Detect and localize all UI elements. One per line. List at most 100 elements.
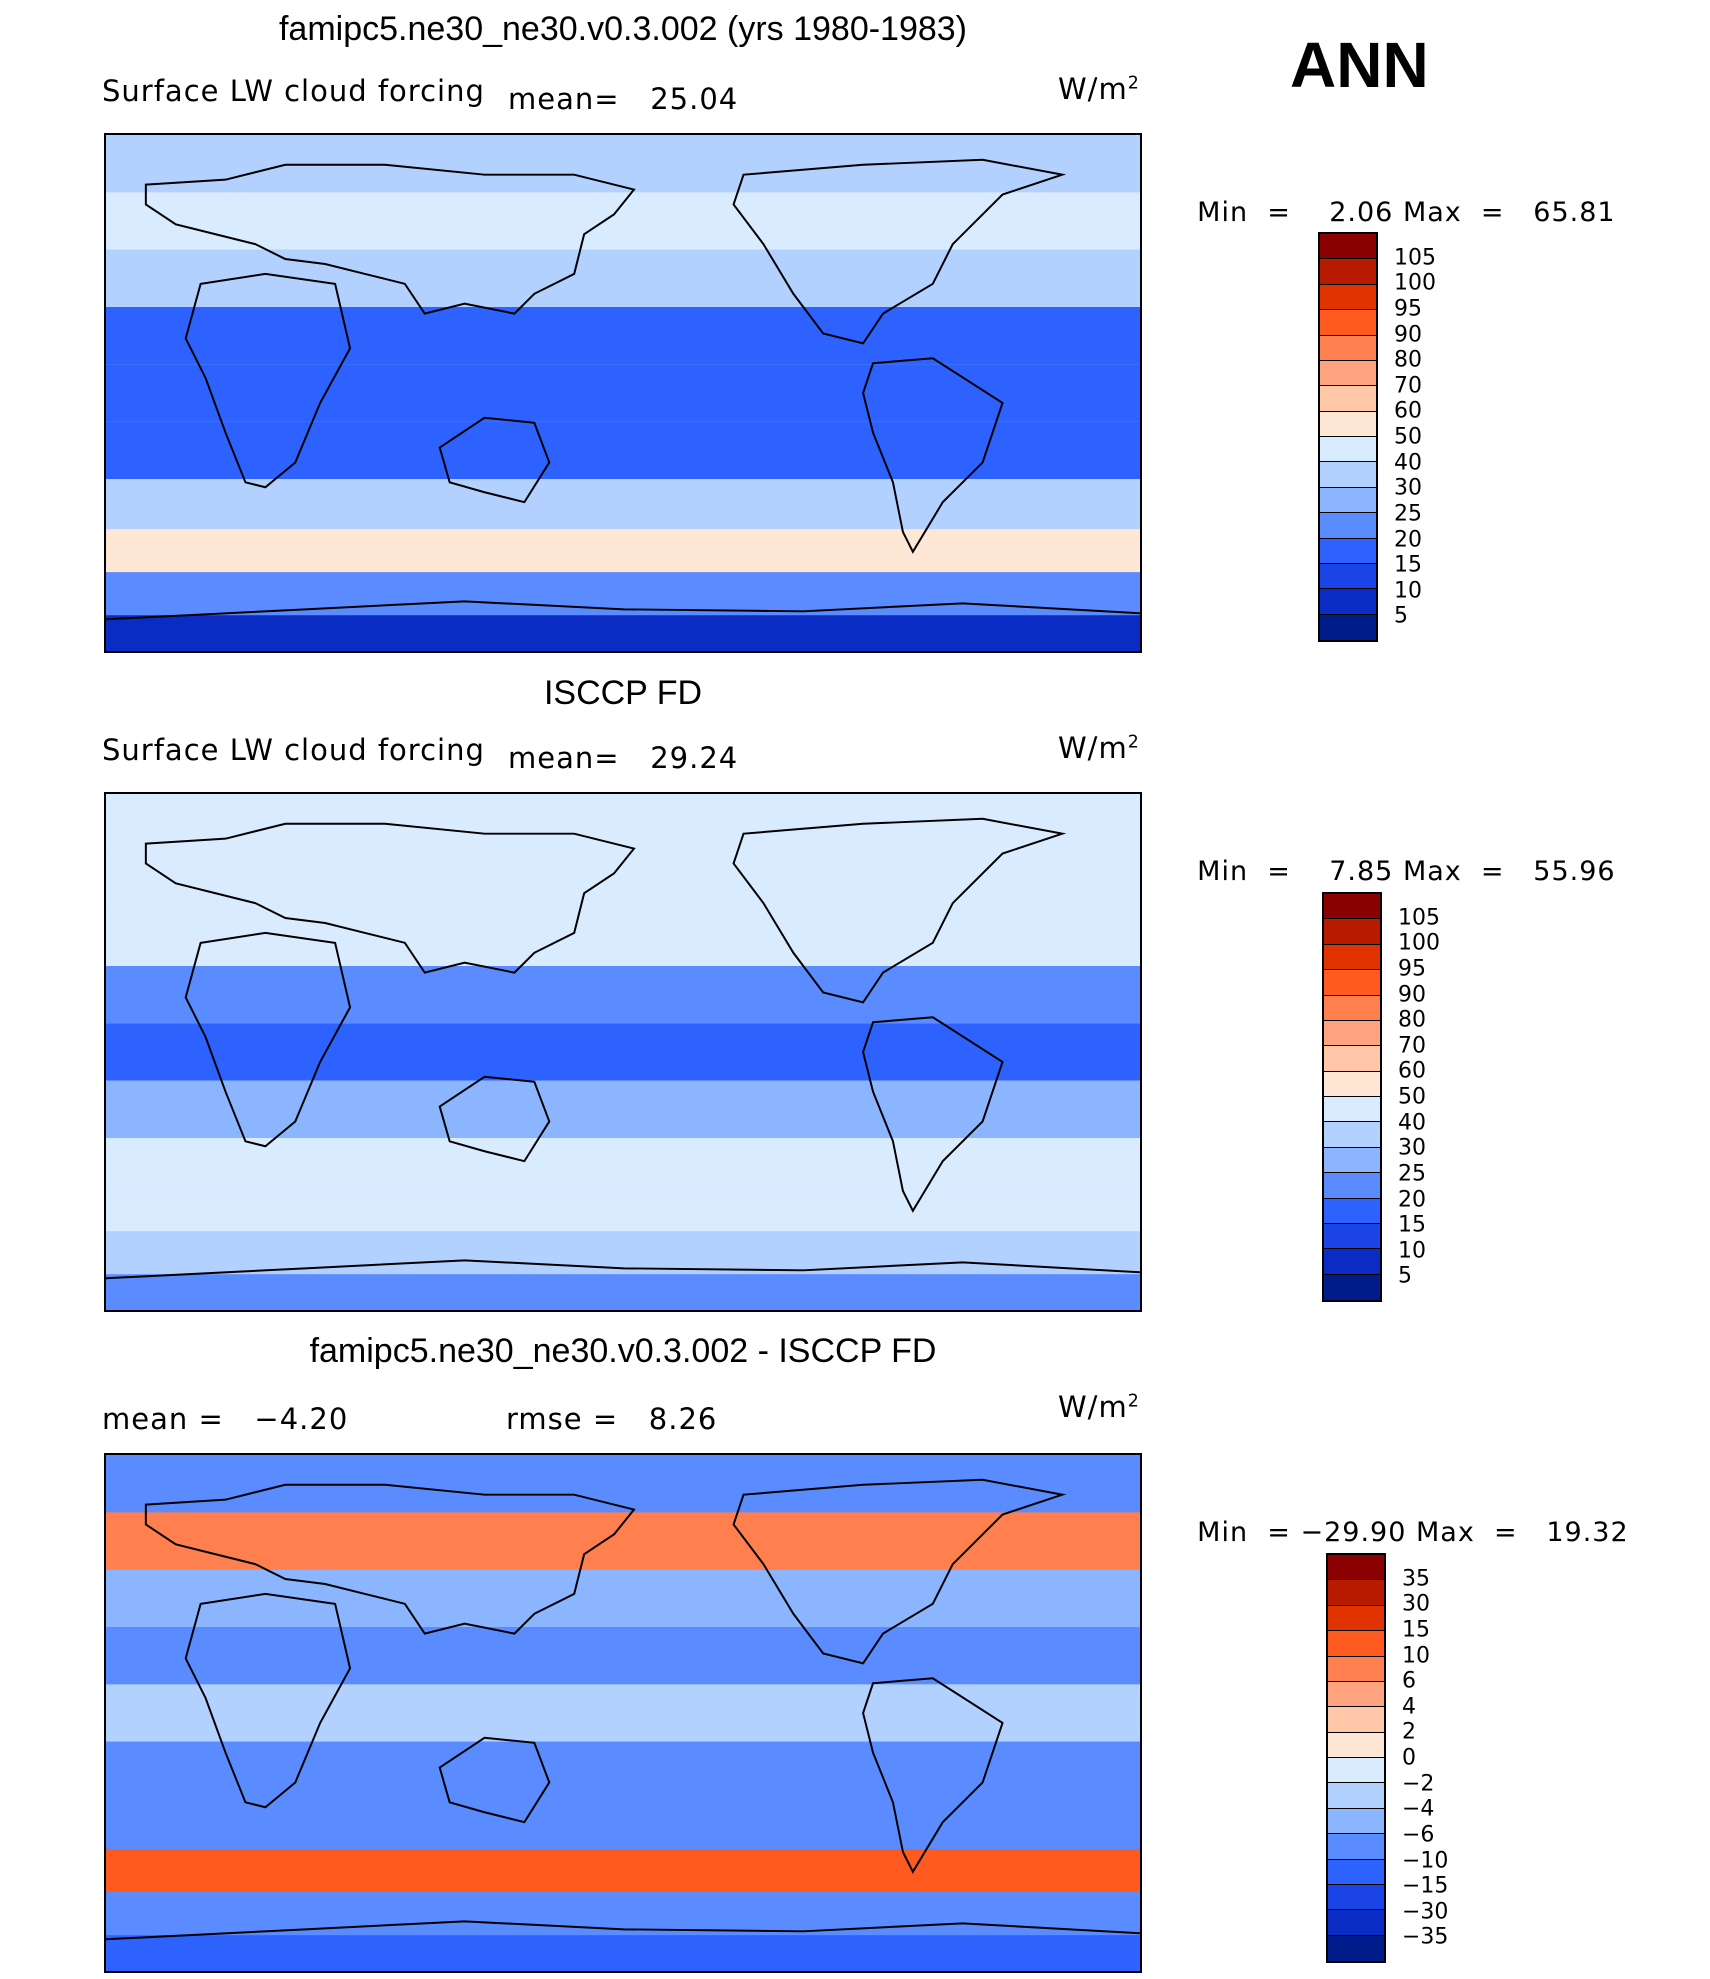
panel3-rmse-label: rmse = <box>506 1402 619 1436</box>
colorbar-swatch <box>1328 1808 1384 1835</box>
colorbar-tick-label: −4 <box>1402 1796 1435 1822</box>
colorbar-tick-label: 105 <box>1398 905 1440 931</box>
zonal-band <box>106 966 1140 1024</box>
colorbar-tick-label: 35 <box>1402 1566 1430 1592</box>
colorbar-swatch <box>1320 462 1376 488</box>
zonal-band <box>106 1799 1140 1850</box>
panel2-minmax: Min = 7.85 Max = 55.96 <box>1178 825 1616 887</box>
colorbar-swatch <box>1320 234 1376 260</box>
colorbar-tick-label: 70 <box>1398 1033 1426 1059</box>
zonal-band <box>106 1935 1140 1971</box>
colorbar-swatch <box>1328 1656 1384 1682</box>
colorbar-tick-label: 15 <box>1398 1212 1426 1238</box>
coastline-south-america <box>862 1677 1004 1874</box>
colorbar-tick-label: 20 <box>1394 527 1422 552</box>
panel2-units: W/m2 <box>1058 731 1140 765</box>
panel2-units-base: W/m <box>1058 731 1128 765</box>
colorbar-tick-label: 30 <box>1398 1135 1426 1161</box>
zonal-band <box>106 1080 1140 1138</box>
colorbar-swatch <box>1328 1884 1384 1911</box>
colorbar-swatch <box>1328 1555 1384 1581</box>
coastline-australia <box>438 1075 551 1163</box>
colorbar-swatch <box>1324 995 1380 1021</box>
coastline-antarctica <box>106 600 1140 621</box>
colorbar-swatch <box>1320 259 1376 285</box>
colorbar-tick-label: 6 <box>1402 1668 1416 1694</box>
zonal-band <box>106 1512 1140 1570</box>
colorbar-tick-label: 10 <box>1394 578 1422 604</box>
panel2-map <box>104 792 1142 1312</box>
colorbar-tick-label: 0 <box>1402 1745 1416 1771</box>
coastline-eurasia <box>144 163 636 315</box>
panel3-map <box>104 1453 1142 1973</box>
panel2-max-value: 55.96 <box>1533 856 1616 887</box>
panel1-coastlines <box>106 158 1140 621</box>
zonal-band <box>106 192 1140 250</box>
colorbar-swatch <box>1328 1681 1384 1708</box>
panel3-coastlines <box>106 1478 1140 1941</box>
colorbar-swatch <box>1328 1859 1384 1885</box>
zonal-band <box>106 1274 1140 1310</box>
zonal-band <box>106 1231 1140 1275</box>
colorbar-tick-label: 15 <box>1394 552 1422 578</box>
colorbar-tick-label: 30 <box>1394 475 1422 501</box>
panel1-units-exp: 2 <box>1127 73 1140 94</box>
colorbar-tick-label: −15 <box>1402 1873 1449 1899</box>
coastline-north-america <box>732 158 1067 345</box>
colorbar-swatch <box>1324 1020 1380 1047</box>
zonal-band <box>106 851 1140 909</box>
colorbar-tick-label: 25 <box>1394 501 1422 527</box>
panel2-mean-value: 29.24 <box>650 741 739 775</box>
colorbar-tick-label: 40 <box>1394 450 1422 476</box>
panel1-variable: Surface LW cloud forcing <box>102 74 485 108</box>
colorbar-tick-label: 50 <box>1398 1084 1426 1110</box>
zonal-band <box>106 1627 1140 1685</box>
zonal-band <box>106 249 1140 307</box>
panel1-units-base: W/m <box>1058 72 1128 106</box>
colorbar-swatch <box>1324 970 1380 996</box>
coastline-eurasia <box>144 1483 636 1635</box>
colorbar-tick-label: 60 <box>1394 398 1422 424</box>
coastline-south-america <box>862 1016 1004 1213</box>
panel3-rmse: rmse = 8.26 <box>506 1402 717 1436</box>
colorbar-tick-label: −10 <box>1402 1848 1449 1873</box>
colorbar-tick-label: 70 <box>1394 373 1422 399</box>
colorbar-tick-label: −35 <box>1402 1924 1449 1950</box>
panel3-units: W/m2 <box>1058 1390 1140 1424</box>
zonal-band <box>106 1138 1140 1189</box>
colorbar-swatch <box>1320 335 1376 361</box>
colorbar-swatch <box>1328 1783 1384 1809</box>
panel2-colorbar <box>1322 892 1382 1302</box>
colorbar-swatch <box>1328 1910 1384 1936</box>
panel1-mean-label: mean= <box>508 82 620 116</box>
colorbar-tick-label: −30 <box>1402 1899 1449 1925</box>
zonal-band <box>106 479 1140 530</box>
panel3-min-value: −29.90 <box>1300 1517 1407 1548</box>
coastline-antarctica <box>106 1259 1140 1280</box>
panel1-min-value: 2.06 <box>1329 197 1394 228</box>
panel1-minmax: Min = 2.06 Max = 65.81 <box>1178 166 1616 228</box>
colorbar-tick-label: 100 <box>1394 270 1436 296</box>
panel1-min-label: Min = <box>1197 197 1291 228</box>
zonal-band <box>106 135 1140 193</box>
zonal-band <box>106 307 1140 365</box>
colorbar-tick-label: 90 <box>1398 982 1426 1007</box>
panel3-colorbar <box>1326 1553 1386 1963</box>
panel3-mean: mean = −4.20 <box>102 1402 348 1436</box>
panel3-mean-value: −4.20 <box>254 1402 349 1436</box>
panel1-mean: mean= 25.04 <box>508 82 738 116</box>
colorbar-swatch <box>1320 487 1376 514</box>
panel3-mean-label: mean = <box>102 1402 224 1436</box>
colorbar-tick-label: 50 <box>1394 424 1422 450</box>
coastline-australia <box>438 1736 551 1824</box>
panel2-mean: mean= 29.24 <box>508 741 738 775</box>
zonal-band <box>106 572 1140 616</box>
coastline-africa <box>184 931 352 1148</box>
colorbar-swatch <box>1324 1274 1380 1300</box>
colorbar-swatch <box>1324 944 1380 971</box>
zonal-band <box>106 1849 1140 1893</box>
panel3-map-svg <box>106 1455 1140 1971</box>
panel3-max-label: Max = <box>1415 1517 1518 1548</box>
colorbar-tick-label: 100 <box>1398 930 1440 956</box>
panel1-map <box>104 133 1142 653</box>
